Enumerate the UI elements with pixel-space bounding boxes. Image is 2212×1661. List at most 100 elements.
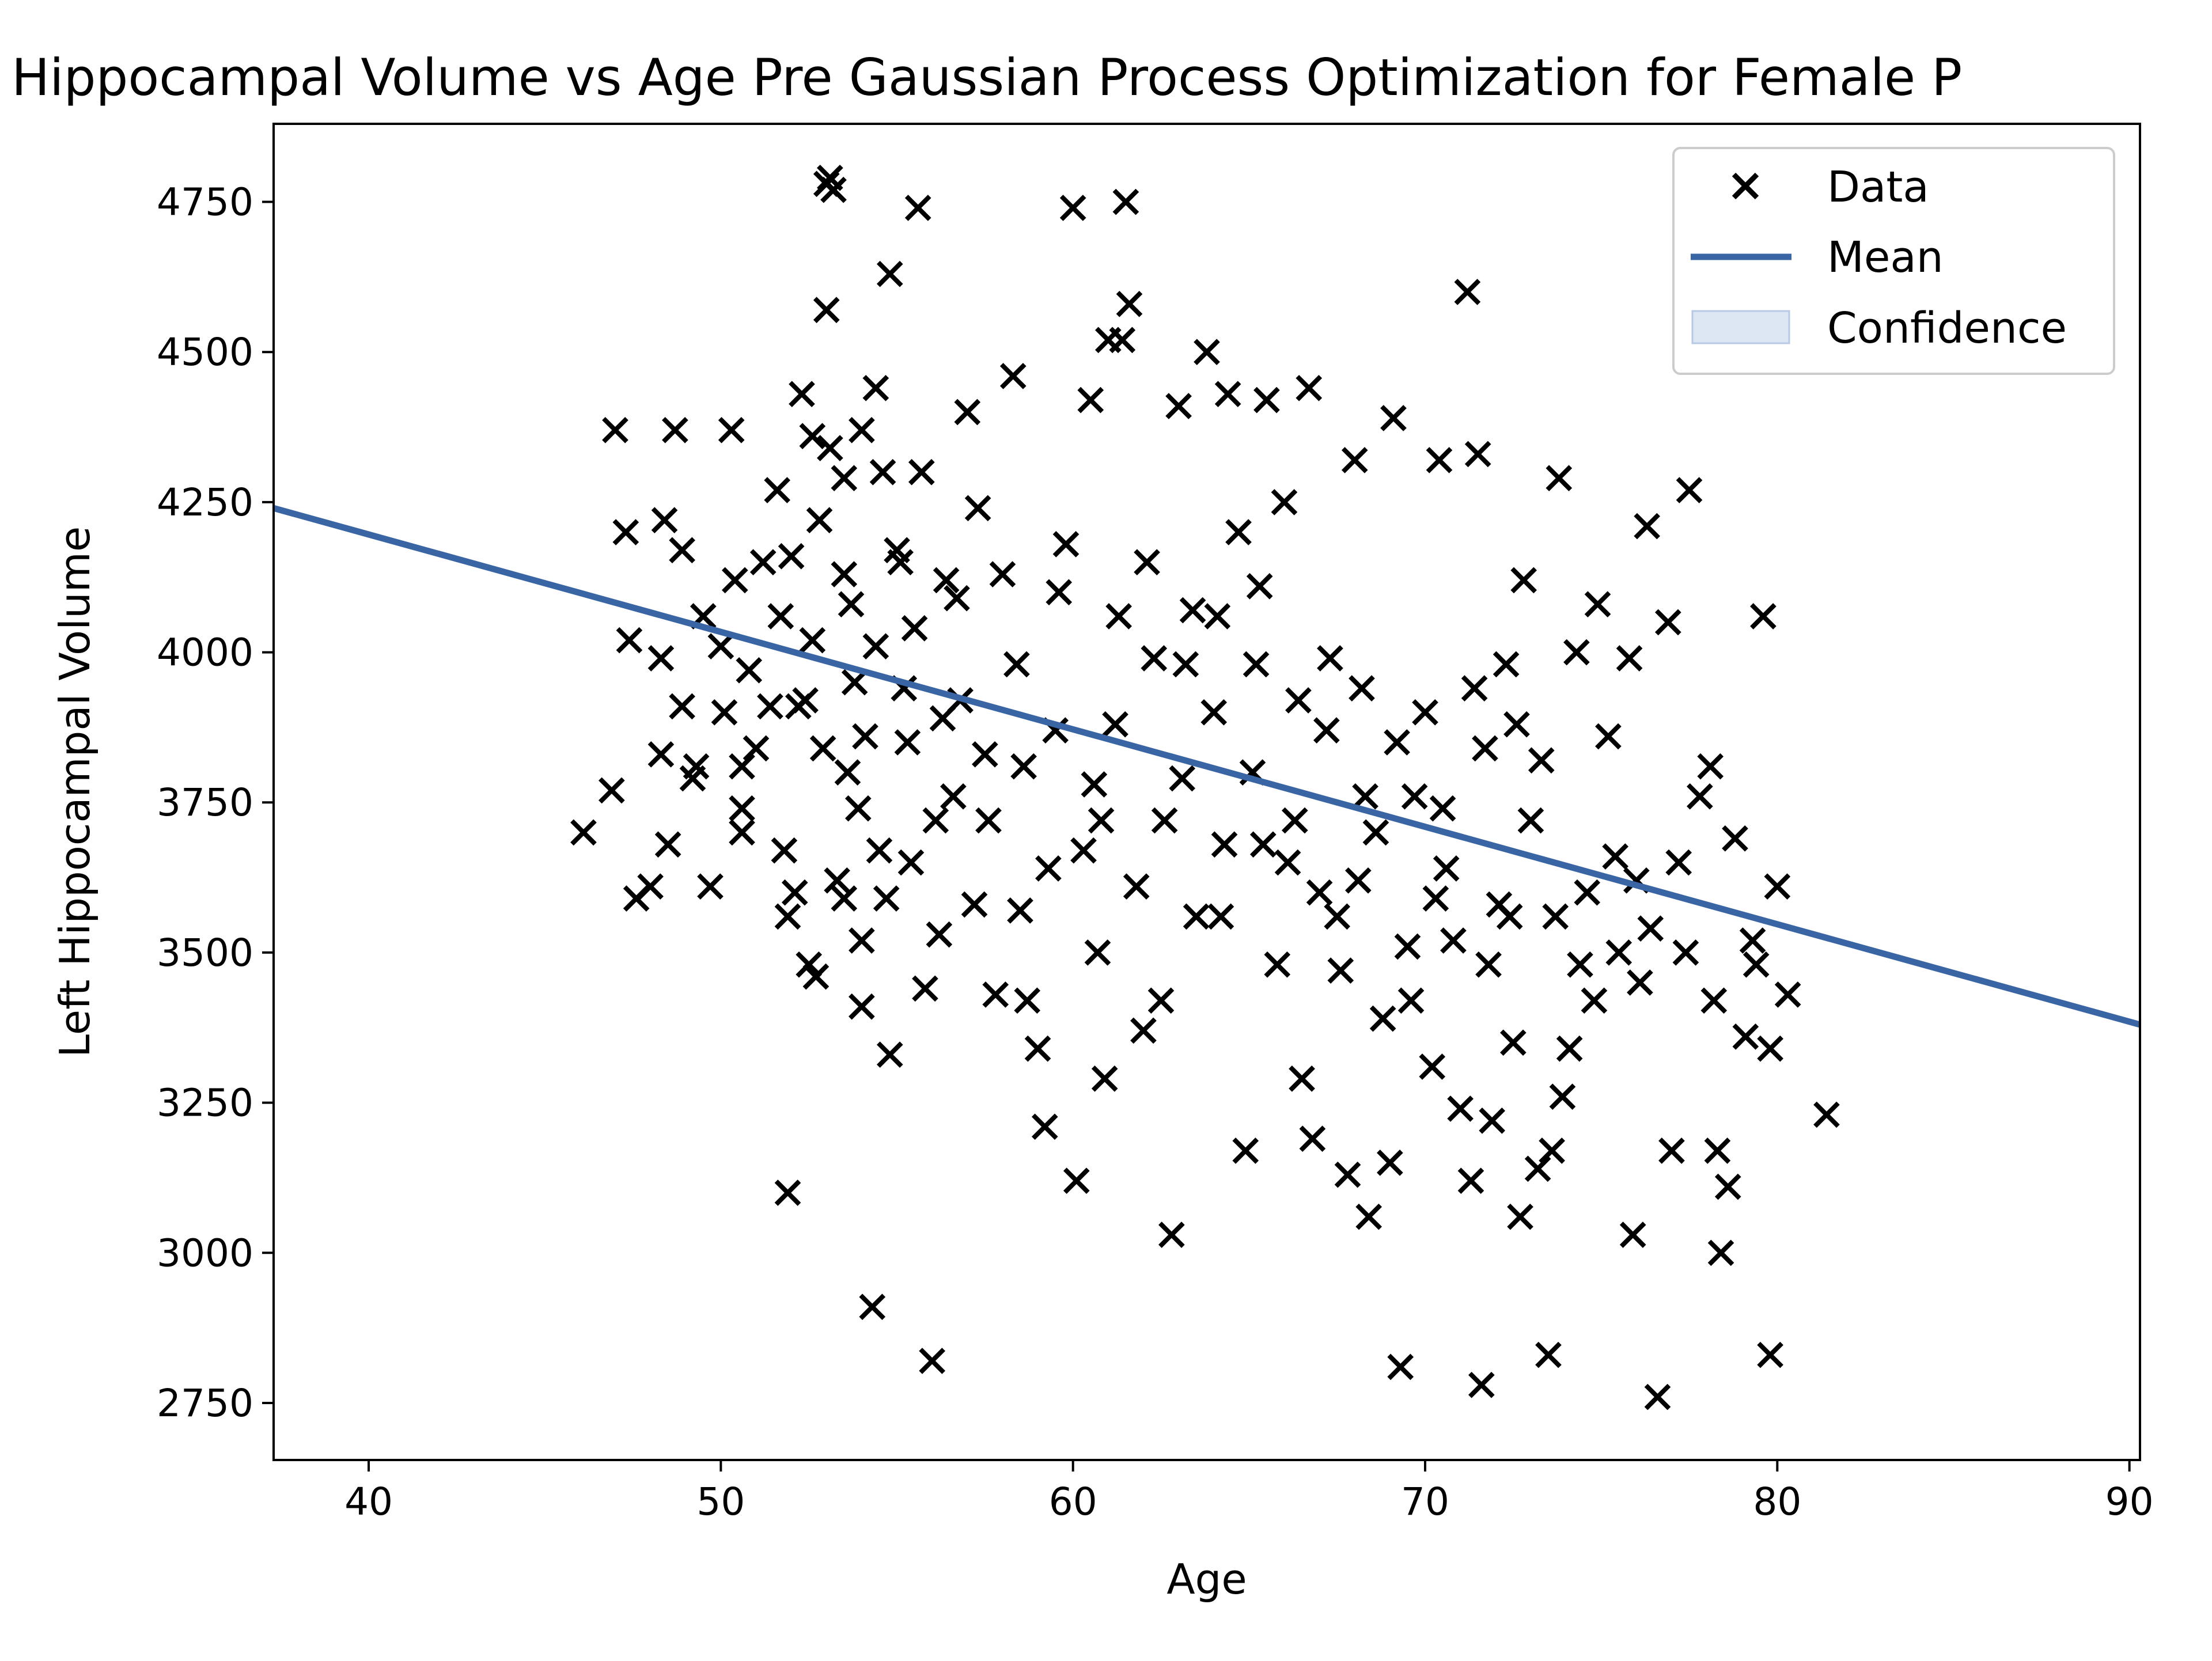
data-point [1211, 831, 1238, 858]
data-point [1112, 188, 1139, 215]
data-point [1397, 987, 1425, 1014]
data-point [1084, 939, 1111, 966]
x-tick-label: 50 [696, 1480, 745, 1524]
data-point [729, 819, 755, 846]
data-point [1419, 1053, 1446, 1080]
data-point [1035, 855, 1062, 882]
data-point [859, 1294, 886, 1320]
data-point [1105, 603, 1132, 629]
data-point [926, 921, 953, 948]
y-tick-label: 3500 [157, 931, 253, 975]
data-point [1046, 579, 1073, 606]
data-point [1672, 939, 1699, 966]
data-point [1440, 927, 1467, 954]
data-point [1200, 699, 1228, 726]
data-point [1204, 603, 1231, 629]
data-point [1059, 195, 1086, 221]
data-point [1232, 1137, 1259, 1164]
data-point [876, 1041, 903, 1068]
data-point [1264, 951, 1291, 978]
data-point [767, 603, 794, 629]
data-point [975, 807, 1002, 834]
data-point [1496, 903, 1523, 930]
data-point [647, 741, 675, 768]
data-point [802, 963, 830, 990]
data-point [1535, 1341, 1562, 1368]
data-point [849, 993, 875, 1020]
data-point [838, 591, 865, 617]
data-point [1077, 386, 1104, 414]
data-point [1274, 849, 1301, 876]
data-point [1429, 795, 1456, 822]
data-point [1324, 903, 1351, 930]
data-point [616, 627, 643, 654]
data-point [749, 549, 777, 575]
data-point [1468, 1371, 1495, 1398]
data-point [1282, 807, 1308, 834]
data-point [647, 645, 675, 672]
y-axis-label: Left Hippocampal Volume [51, 526, 99, 1057]
data-point [799, 627, 826, 654]
data-point [813, 297, 840, 324]
data-point [774, 1180, 801, 1206]
data-point [1665, 849, 1692, 876]
data-point [852, 723, 878, 750]
data-point [1296, 374, 1323, 401]
data-point [1285, 687, 1312, 714]
data-point [1602, 843, 1628, 870]
data-point [982, 981, 1009, 1008]
data-point [908, 458, 935, 486]
data-point [612, 519, 639, 545]
data-point [778, 543, 805, 570]
data-point [1517, 807, 1544, 834]
data-point [599, 777, 625, 804]
data-point [901, 615, 928, 642]
data-point [1774, 981, 1801, 1008]
data-point [1151, 807, 1178, 834]
data-point [1377, 1150, 1403, 1176]
data-point [764, 477, 791, 503]
data-point [1493, 651, 1520, 678]
data-point [1355, 1203, 1382, 1230]
data-point [1116, 290, 1143, 317]
data-point [841, 669, 868, 696]
x-axis: 40 50 60 70 80 90 [344, 1460, 2154, 1524]
data-point [669, 693, 695, 720]
data-point [1249, 831, 1277, 858]
data-point [1464, 441, 1491, 468]
data-point [1472, 735, 1498, 762]
data-point [1542, 903, 1569, 930]
data-point [1003, 651, 1030, 678]
data-point [1052, 531, 1080, 558]
data-point [1194, 339, 1220, 366]
data-point [1658, 1137, 1685, 1164]
data-point [1130, 1017, 1157, 1044]
data-point [831, 561, 858, 587]
data-point [1757, 1035, 1783, 1062]
data-point [1605, 939, 1633, 966]
data-point [1764, 873, 1791, 900]
data-point [862, 374, 889, 401]
data-point [1334, 1161, 1361, 1188]
data-point [1384, 729, 1410, 756]
data-point [796, 951, 823, 978]
data-point [729, 795, 755, 822]
data-point [869, 458, 896, 486]
data-point [954, 399, 981, 426]
data-point [894, 729, 921, 756]
data-point [736, 657, 763, 684]
data-point [1214, 381, 1241, 408]
data-point [1172, 651, 1199, 678]
data-point [1676, 477, 1703, 503]
y-tick-label: 4000 [157, 631, 253, 675]
x-tick-label: 70 [1401, 1480, 1449, 1524]
data-point [964, 495, 991, 522]
data-point [1433, 855, 1460, 882]
data-point [1637, 915, 1664, 942]
data-point [1362, 819, 1389, 846]
data-point [1507, 1203, 1533, 1230]
data-point [897, 849, 925, 876]
data-point [1289, 1065, 1315, 1092]
data-point [1704, 1137, 1731, 1164]
